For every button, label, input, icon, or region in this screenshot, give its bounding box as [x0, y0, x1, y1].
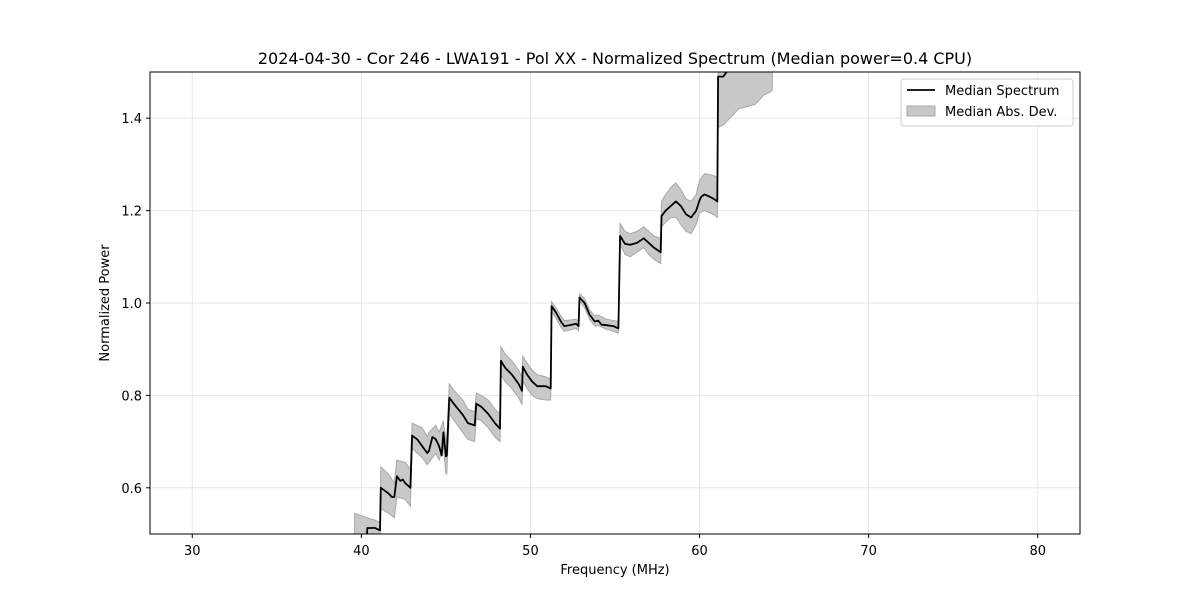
y-axis-label: Normalized Power — [98, 244, 113, 362]
legend-band-swatch — [906, 105, 936, 117]
chart-title: 2024-04-30 - Cor 246 - LWA191 - Pol XX -… — [258, 49, 972, 68]
legend-box — [900, 78, 1074, 127]
y-tick-label: 1.0 — [121, 297, 142, 312]
y-tick-label: 0.8 — [121, 389, 142, 404]
y-tick-label: 1.4 — [121, 112, 142, 127]
x-tick-label: 70 — [860, 544, 877, 559]
x-tick-label: 50 — [522, 544, 539, 559]
x-tick-label: 80 — [1029, 544, 1046, 559]
axis-ticks: 30 40 50 60 70 80 0.6 0.8 1.0 1.2 1.4 — [121, 112, 1046, 559]
legend: Median Spectrum Median Abs. Dev. — [900, 78, 1074, 127]
y-tick-label: 1.2 — [121, 205, 142, 220]
y-tick-label: 0.6 — [121, 482, 142, 497]
legend-label-median-abs-dev: Median Abs. Dev. — [945, 105, 1057, 120]
plot-data — [354, 72, 773, 534]
x-tick-label: 40 — [353, 544, 370, 559]
x-axis-label: Frequency (MHz) — [560, 563, 669, 578]
x-tick-label: 60 — [691, 544, 708, 559]
legend-label-median-spectrum: Median Spectrum — [945, 84, 1059, 99]
series-median-spectrum-line — [366, 72, 728, 534]
x-tick-label: 30 — [184, 544, 201, 559]
